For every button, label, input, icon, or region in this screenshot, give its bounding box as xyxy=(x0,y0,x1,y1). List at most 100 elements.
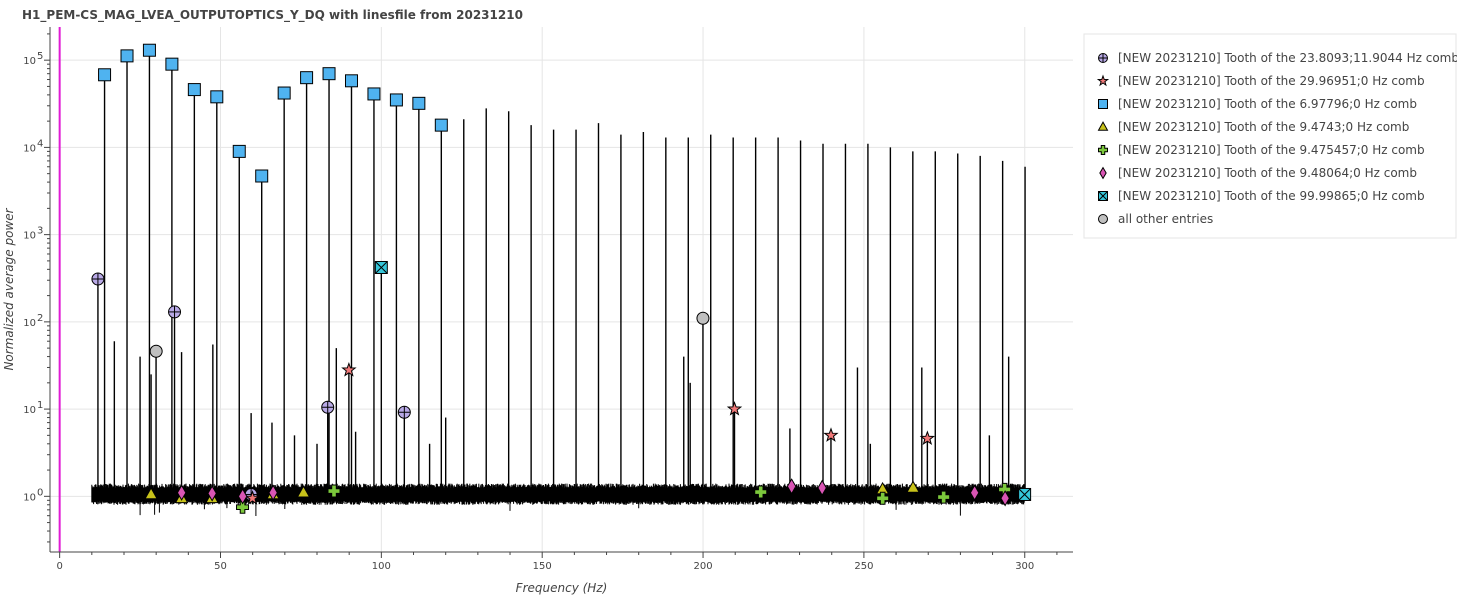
legend-label: [NEW 20231210] Tooth of the 9.4743;0 Hz … xyxy=(1118,120,1409,134)
series-7-point xyxy=(374,260,388,274)
series-6-point xyxy=(786,478,797,495)
series-7-point xyxy=(1018,487,1032,501)
y-tick-exponent: 1 xyxy=(37,400,43,411)
series-6-point xyxy=(268,484,278,501)
series-4-point xyxy=(296,485,311,498)
series-6-point xyxy=(237,488,248,505)
legend-item[interactable]: [NEW 20231210] Tooth of the 9.4743;0 Hz … xyxy=(1097,120,1410,134)
legend-swatch xyxy=(1097,121,1109,131)
x-tick-label: 250 xyxy=(854,561,873,572)
series-6-point xyxy=(1000,490,1010,507)
series-1-point xyxy=(321,400,335,414)
legend-swatch xyxy=(1098,99,1108,109)
marker-points xyxy=(91,43,1032,514)
series-6-point xyxy=(207,485,217,502)
x-tick-label: 150 xyxy=(533,561,552,572)
legend-swatch xyxy=(1098,145,1108,155)
series-6-point xyxy=(969,484,980,501)
legend-swatch xyxy=(1098,214,1108,224)
legend-label: [NEW 20231210] Tooth of the 29.96951;0 H… xyxy=(1118,74,1425,88)
series-2-point xyxy=(244,490,261,505)
series-4-point xyxy=(144,486,158,500)
legend[interactable]: [NEW 20231210] Tooth of the 23.8093;11.9… xyxy=(1083,33,1457,239)
series-6-point xyxy=(176,484,187,501)
series-3-point xyxy=(277,86,291,100)
series-5-point xyxy=(236,500,250,514)
noise-band xyxy=(91,483,1025,516)
legend-label: all other entries xyxy=(1118,212,1213,226)
legend-item[interactable]: [NEW 20231210] Tooth of the 99.99865;0 H… xyxy=(1098,189,1425,203)
chart-title: H1_PEM-CS_MAG_LVEA_OUTPUTOPTICS_Y_DQ wit… xyxy=(22,8,523,23)
legend-swatch xyxy=(1096,74,1110,87)
plot-background xyxy=(50,27,1073,552)
y-tick-exponent: 3 xyxy=(37,226,43,237)
legend-box xyxy=(1083,33,1457,239)
series-3-point xyxy=(255,169,269,183)
series-3-point xyxy=(322,67,336,81)
y-tick-label: 10 xyxy=(23,492,36,503)
series-3-point xyxy=(210,90,224,104)
x-tick-label: 300 xyxy=(1015,561,1034,572)
legend-label: [NEW 20231210] Tooth of the 6.97796;0 Hz… xyxy=(1118,97,1417,111)
series-3-point xyxy=(412,96,426,110)
series-3-point xyxy=(232,144,246,158)
x-tick-label: 50 xyxy=(214,561,227,572)
series-2-point xyxy=(341,362,357,377)
legend-swatch xyxy=(1099,166,1107,180)
series-8-point xyxy=(149,344,163,358)
legend-item[interactable]: all other entries xyxy=(1098,212,1214,226)
series-5-point xyxy=(876,491,890,505)
series-6-point xyxy=(817,479,827,497)
series-5-point xyxy=(937,490,951,504)
legend-label: [NEW 20231210] Tooth of the 9.48064;0 Hz… xyxy=(1118,166,1417,180)
y-tick-label: 10 xyxy=(23,231,36,242)
x-tick-label: 100 xyxy=(372,561,391,572)
plot-area[interactable] xyxy=(50,27,1073,552)
series-3-point xyxy=(300,71,314,85)
series-2-point xyxy=(823,427,839,442)
series-3-point xyxy=(367,87,381,101)
series-1-point xyxy=(168,305,182,319)
series-3-point xyxy=(142,43,156,57)
series-5-point xyxy=(754,485,768,499)
series-3-point xyxy=(434,118,448,132)
grid xyxy=(50,27,1073,552)
spectrum-trace xyxy=(91,50,1026,516)
y-tick-exponent: 0 xyxy=(37,487,43,498)
legend-item[interactable]: [NEW 20231210] Tooth of the 29.96951;0 H… xyxy=(1096,74,1425,88)
series-3-point xyxy=(120,49,134,63)
legend-label: [NEW 20231210] Tooth of the 9.475457;0 H… xyxy=(1118,143,1425,157)
series-8-point xyxy=(696,311,710,325)
legend-item[interactable]: [NEW 20231210] Tooth of the 9.475457;0 H… xyxy=(1098,143,1425,157)
series-3-point xyxy=(344,74,358,88)
series-2-point xyxy=(726,401,743,416)
series-5-point xyxy=(327,484,341,498)
y-axis-label: Normalized average power xyxy=(2,207,16,370)
y-tick-label: 10 xyxy=(23,56,36,67)
legend-label: [NEW 20231210] Tooth of the 23.8093;11.9… xyxy=(1118,51,1457,65)
y-tick-label: 10 xyxy=(23,405,36,416)
legend-item[interactable]: [NEW 20231210] Tooth of the 23.8093;11.9… xyxy=(1098,51,1457,65)
y-tick-label: 10 xyxy=(23,318,36,329)
series-1-point xyxy=(397,405,411,419)
series-1-point xyxy=(91,272,105,286)
series-3-point xyxy=(165,57,179,71)
legend-label: [NEW 20231210] Tooth of the 99.99865;0 H… xyxy=(1118,189,1425,203)
series-3-point xyxy=(98,68,112,82)
legend-swatch xyxy=(1098,53,1108,63)
y-tick-label: 10 xyxy=(23,143,36,154)
legend-item[interactable]: [NEW 20231210] Tooth of the 9.48064;0 Hz… xyxy=(1099,166,1417,180)
legend-swatch xyxy=(1098,191,1108,201)
y-tick-exponent: 4 xyxy=(37,138,43,149)
y-tick-exponent: 5 xyxy=(37,51,43,62)
legend-item[interactable]: [NEW 20231210] Tooth of the 6.97796;0 Hz… xyxy=(1098,97,1417,111)
x-axis-label: Frequency (Hz) xyxy=(516,581,608,595)
series-4-point xyxy=(906,480,920,493)
series-3-point xyxy=(389,93,403,107)
y-tick-exponent: 2 xyxy=(37,313,43,324)
x-tick-label: 0 xyxy=(56,561,62,572)
series-2-point xyxy=(919,430,936,445)
series-3-point xyxy=(187,83,201,97)
